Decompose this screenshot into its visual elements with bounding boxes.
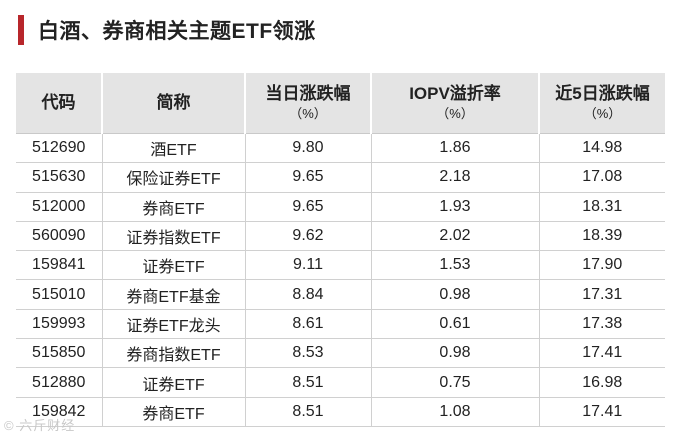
cell-iopv: 0.75 [370,367,539,398]
cell-iopv: 1.08 [370,397,539,427]
cell-name: 券商ETF基金 [101,279,245,310]
title-accent-bar [18,15,24,45]
cell-code: 515630 [16,162,102,193]
cell-daily-change: 9.65 [244,192,371,222]
table-row: 159993 证券ETF龙头 8.61 0.61 17.38 [16,309,665,340]
cell-5day-change: 14.98 [538,133,665,164]
header-name: 简称 [101,73,245,134]
cell-5day-change: 17.08 [538,162,665,193]
cell-code: 512000 [16,192,102,222]
cell-code: 515850 [16,338,102,369]
cell-name: 券商ETF [101,192,245,222]
cell-iopv: 1.93 [370,192,539,222]
cell-code: 560090 [16,221,102,252]
header-iopv: IOPV溢折率 （%） [370,73,539,134]
cell-iopv: 2.18 [370,162,539,193]
cell-code: 159993 [16,309,102,340]
cell-code: 515010 [16,279,102,310]
table-row: 159841 证券ETF 9.11 1.53 17.90 [16,250,665,281]
cell-code: 512880 [16,367,102,398]
header-unit: （%） [436,106,474,121]
cell-iopv: 1.53 [370,250,539,281]
cell-iopv: 1.86 [370,133,539,164]
header-label: 当日涨跌幅 [265,84,351,103]
cell-name: 证券ETF [101,367,245,398]
cell-code: 159841 [16,250,102,281]
header-code: 代码 [16,73,102,134]
cell-name: 券商ETF [101,397,245,427]
cell-code: 159842 [16,397,102,427]
cell-name: 券商指数ETF [101,338,245,369]
cell-5day-change: 17.31 [538,279,665,310]
cell-daily-change: 8.51 [244,397,371,427]
cell-daily-change: 8.61 [244,309,371,340]
header-5day-change: 近5日涨跌幅 （%） [538,73,665,134]
cell-daily-change: 9.65 [244,162,371,193]
cell-5day-change: 17.41 [538,338,665,369]
cell-name: 证券ETF [101,250,245,281]
table-row: 512880 证券ETF 8.51 0.75 16.98 [16,367,665,398]
cell-daily-change: 9.11 [244,250,371,281]
cell-daily-change: 8.51 [244,367,371,398]
cell-name: 证券ETF龙头 [101,309,245,340]
etf-table: 代码 简称 当日涨跌幅 （%） IOPV溢折率 （%） 近5日涨跌幅 （%） 5126… [16,73,665,427]
cell-code: 512690 [16,133,102,164]
header-label: 近5日涨跌幅 [555,84,650,103]
cell-5day-change: 17.41 [538,397,665,427]
cell-name: 酒ETF [101,133,245,164]
header-unit: （%） [583,106,622,121]
header-daily-change: 当日涨跌幅 （%） [244,73,371,134]
table-row: 512000 券商ETF 9.65 1.93 18.31 [16,192,665,222]
cell-name: 保险证券ETF [101,162,245,193]
watermark: © 六斤财经 [4,418,76,433]
cell-iopv: 2.02 [370,221,539,252]
cell-iopv: 0.98 [370,279,539,310]
cell-5day-change: 18.31 [538,192,665,222]
cell-5day-change: 17.90 [538,250,665,281]
header-unit: （%） [289,106,327,121]
table-row: 159842 券商ETF 8.51 1.08 17.41 [16,397,665,427]
cell-iopv: 0.98 [370,338,539,369]
table-row: 560090 证券指数ETF 9.62 2.02 18.39 [16,221,665,252]
cell-name: 证券指数ETF [101,221,245,252]
table-row: 515630 保险证券ETF 9.65 2.18 17.08 [16,162,665,193]
cell-daily-change: 9.62 [244,221,371,252]
cell-daily-change: 8.84 [244,279,371,310]
cell-5day-change: 16.98 [538,367,665,398]
table-row: 512690 酒ETF 9.80 1.86 14.98 [16,133,665,164]
header-label: IOPV溢折率 [409,84,501,103]
table-row: 515010 券商ETF基金 8.84 0.98 17.31 [16,279,665,310]
table-header-row: 代码 简称 当日涨跌幅 （%） IOPV溢折率 （%） 近5日涨跌幅 （%） [16,73,665,134]
page-title: 白酒、券商相关主题ETF领涨 [38,20,316,43]
cell-5day-change: 18.39 [538,221,665,252]
header-label: 简称 [156,93,191,112]
cell-daily-change: 8.53 [244,338,371,369]
cell-iopv: 0.61 [370,309,539,340]
cell-daily-change: 9.80 [244,133,371,164]
title-bar: 白酒、券商相关主题ETF领涨 [18,14,316,46]
cell-5day-change: 17.38 [538,309,665,340]
table-row: 515850 券商指数ETF 8.53 0.98 17.41 [16,338,665,369]
header-label: 代码 [41,93,76,112]
